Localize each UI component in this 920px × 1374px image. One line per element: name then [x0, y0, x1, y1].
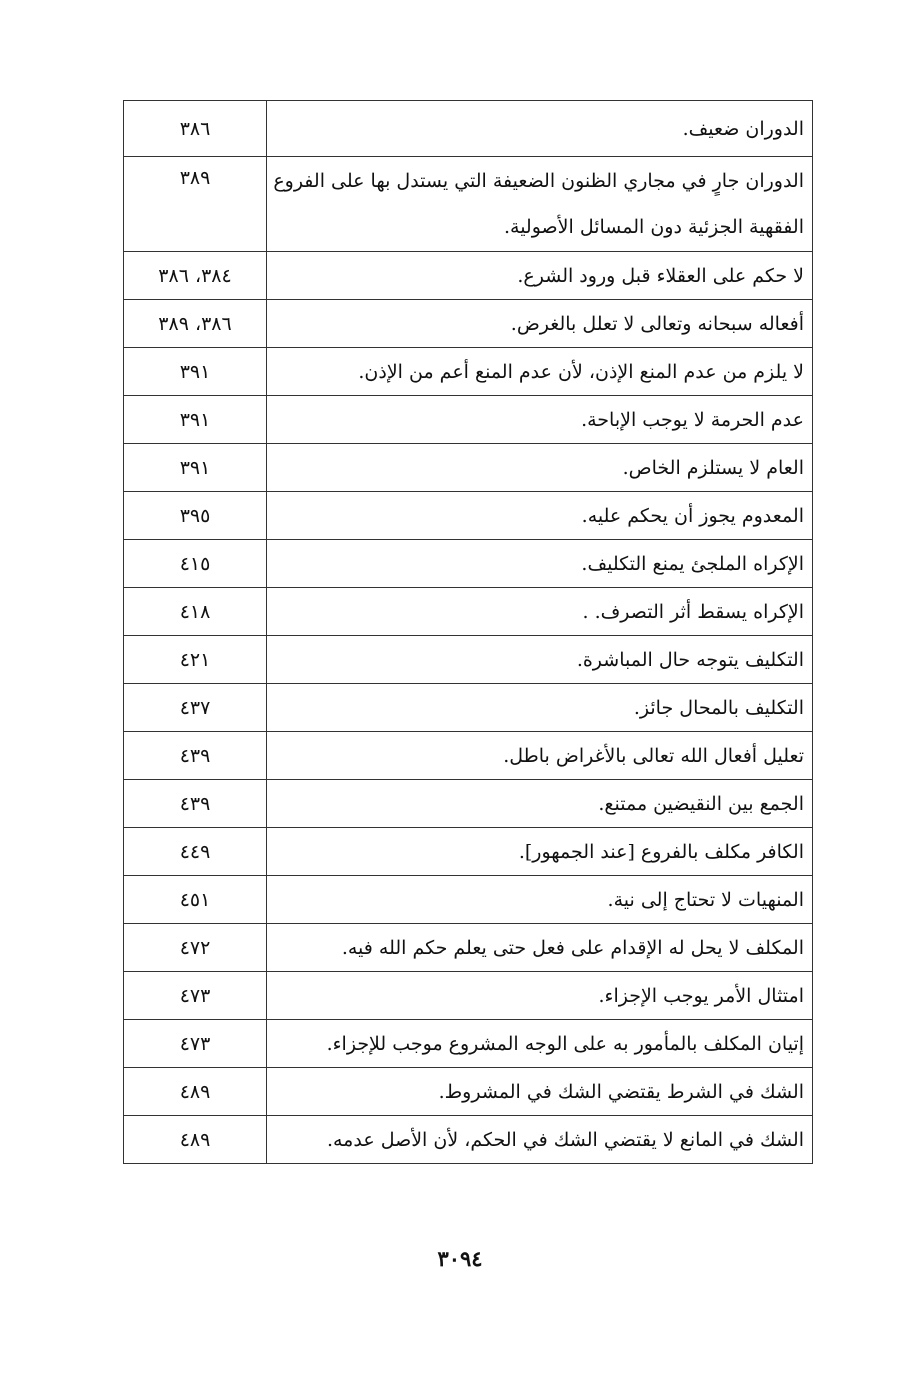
rule-text: التكليف يتوجه حال المباشرة.	[266, 635, 813, 684]
table-row: لا يلزم من عدم المنع الإذن، لأن عدم المن…	[123, 347, 813, 396]
rule-text: لا حكم على العقلاء قبل ورود الشرع.	[266, 251, 813, 300]
table-row: الدوران ضعيف. ٣٨٦	[123, 100, 813, 157]
rule-text: المعدوم يجوز أن يحكم عليه.	[266, 491, 813, 540]
page-references: ٣٨٤، ٣٨٦	[123, 251, 267, 300]
table-row: امتثال الأمر يوجب الإجزاء. ٤٧٣	[123, 971, 813, 1020]
table-row: الشك في الشرط يقتضي الشك في المشروط. ٤٨٩	[123, 1067, 813, 1116]
table-row: عدم الحرمة لا يوجب الإباحة. ٣٩١	[123, 395, 813, 444]
rule-text: الإكراه يسقط أثر التصرف. .	[266, 587, 813, 636]
table-row: الدوران جارٍ في مجاري الظنون الضعيفة الت…	[123, 156, 813, 252]
table-row: المكلف لا يحل له الإقدام على فعل حتى يعل…	[123, 923, 813, 972]
page-references: ٣٨٩	[123, 156, 267, 252]
table-row: لا حكم على العقلاء قبل ورود الشرع. ٣٨٤، ٣…	[123, 251, 813, 300]
page-references: ٣٩١	[123, 395, 267, 444]
table-row: الشك في المانع لا يقتضي الشك في الحكم، ل…	[123, 1115, 813, 1164]
rule-text: الشك في الشرط يقتضي الشك في المشروط.	[266, 1067, 813, 1116]
page-references: ٤٧٣	[123, 1019, 267, 1068]
page-references: ٤٢١	[123, 635, 267, 684]
rule-text: أفعاله سبحانه وتعالى لا تعلل بالغرض.	[266, 299, 813, 348]
table-row: إتيان المكلف بالمأمور به على الوجه المشر…	[123, 1019, 813, 1068]
rule-text: الدوران جارٍ في مجاري الظنون الضعيفة الت…	[266, 156, 813, 252]
rule-text: المكلف لا يحل له الإقدام على فعل حتى يعل…	[266, 923, 813, 972]
page-references: ٤١٨	[123, 587, 267, 636]
rule-text: لا يلزم من عدم المنع الإذن، لأن عدم المن…	[266, 347, 813, 396]
page-references: ٣٨٦	[123, 100, 267, 157]
rule-text: الإكراه الملجئ يمنع التكليف.	[266, 539, 813, 588]
rule-text: امتثال الأمر يوجب الإجزاء.	[266, 971, 813, 1020]
table-row: المعدوم يجوز أن يحكم عليه. ٣٩٥	[123, 491, 813, 540]
table-row: المنهيات لا تحتاج إلى نية. ٤٥١	[123, 875, 813, 924]
rule-text: تعليل أفعال الله تعالى بالأغراض باطل.	[266, 731, 813, 780]
page-references: ٤٨٩	[123, 1067, 267, 1116]
page-references: ٤٧٢	[123, 923, 267, 972]
table-row: التكليف يتوجه حال المباشرة. ٤٢١	[123, 635, 813, 684]
page-references: ٣٨٦، ٣٨٩	[123, 299, 267, 348]
page-references: ٤٨٩	[123, 1115, 267, 1164]
page-references: ٤٧٣	[123, 971, 267, 1020]
table-row: التكليف بالمحال جائز. ٤٣٧	[123, 683, 813, 732]
table-row: الجمع بين النقيضين ممتنع. ٤٣٩	[123, 779, 813, 828]
table-row: العام لا يستلزم الخاص. ٣٩١	[123, 443, 813, 492]
rule-text: عدم الحرمة لا يوجب الإباحة.	[266, 395, 813, 444]
rule-text: الدوران ضعيف.	[266, 100, 813, 157]
rule-text: المنهيات لا تحتاج إلى نية.	[266, 875, 813, 924]
rule-text: إتيان المكلف بالمأمور به على الوجه المشر…	[266, 1019, 813, 1068]
table-row: الكافر مكلف بالفروع [عند الجمهور]. ٤٤٩	[123, 827, 813, 876]
page-references: ٣٩١	[123, 443, 267, 492]
page-references: ٤٥١	[123, 875, 267, 924]
rule-text: الشك في المانع لا يقتضي الشك في الحكم، ل…	[266, 1115, 813, 1164]
table-row: تعليل أفعال الله تعالى بالأغراض باطل. ٤٣٩	[123, 731, 813, 780]
rule-text: الكافر مكلف بالفروع [عند الجمهور].	[266, 827, 813, 876]
page-references: ٤٣٩	[123, 731, 267, 780]
rules-index-table: الدوران ضعيف. ٣٨٦ الدوران جارٍ في مجاري ال…	[123, 100, 813, 1164]
page-references: ٤٣٧	[123, 683, 267, 732]
page-references: ٤٤٩	[123, 827, 267, 876]
page-number: ٣٠٩٤	[437, 1246, 483, 1271]
page-references: ٣٩١	[123, 347, 267, 396]
table-row: الإكراه الملجئ يمنع التكليف. ٤١٥	[123, 539, 813, 588]
table-row: أفعاله سبحانه وتعالى لا تعلل بالغرض. ٣٨٦،…	[123, 299, 813, 348]
table-row: الإكراه يسقط أثر التصرف. . ٤١٨	[123, 587, 813, 636]
rule-text: العام لا يستلزم الخاص.	[266, 443, 813, 492]
page-references: ٣٩٥	[123, 491, 267, 540]
rule-text: الجمع بين النقيضين ممتنع.	[266, 779, 813, 828]
page-references: ٤٣٩	[123, 779, 267, 828]
rule-text: التكليف بالمحال جائز.	[266, 683, 813, 732]
page-references: ٤١٥	[123, 539, 267, 588]
